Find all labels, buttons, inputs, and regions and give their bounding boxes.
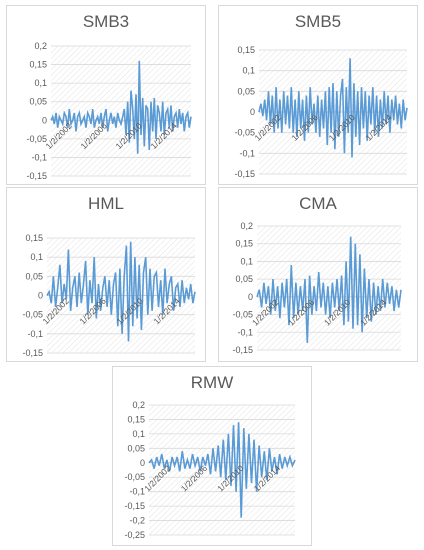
y-tick-label: -0,05	[22, 310, 43, 320]
y-tick-label: -0,05	[234, 128, 255, 138]
series-line	[46, 241, 196, 342]
y-tick-label: -0,1	[27, 329, 43, 339]
series-line	[50, 60, 192, 154]
y-tick-label: 0,05	[235, 274, 253, 284]
chart-title: SMB3	[82, 12, 130, 31]
y-tick-label: -0,15	[232, 345, 253, 355]
y-tick-label: 0,15	[29, 60, 47, 70]
y-tick-label: -0,05	[124, 472, 145, 482]
y-tick-label: 0	[38, 291, 43, 301]
y-tick-label: -0,1	[239, 148, 255, 158]
y-tick-label: 0,05	[25, 271, 43, 281]
chart-plot: 0,20,150,10,050-0,05-0,1-0,151/2/2002 1/2…	[26, 41, 192, 181]
chart-panel-smb5: SMB5 0,15 0,1 0,05 0 -0,05 -0,1 -0,15 1/2/2002 1…	[218, 5, 418, 185]
y-tick-label: 0	[250, 107, 255, 117]
y-tick-label: 0,1	[132, 429, 145, 439]
y-tick-label: -0,05	[26, 134, 47, 144]
y-tick-label: -0,05	[232, 310, 253, 320]
chart-title: HML	[88, 194, 124, 213]
y-tick-label: -0,1	[129, 487, 145, 497]
y-tick-label: 0,2	[132, 400, 145, 410]
y-tick-label: 0,1	[30, 252, 43, 262]
y-tick-label: -0,15	[26, 171, 47, 181]
y-tick-label: 0,2	[240, 221, 253, 231]
y-tick-label: 0,1	[240, 256, 253, 266]
y-tick-label: 0,2	[34, 41, 47, 51]
y-tick-label: 0,15	[127, 414, 145, 424]
chart-panel-cma: CMA 0,2 0,15 0,1 0,05 0 -0,05 -0,1 -0,15 1/2/200…	[218, 187, 418, 362]
y-tick-label: 0	[42, 115, 47, 125]
y-tick-label: -0,1	[31, 152, 47, 162]
y-tick-label: 0,1	[242, 66, 255, 76]
chart-panel-rmw: RMW 0,2 0,15 0,1 0,05 0 -0,05 -0,1 -0,15 -0,2 -0,…	[112, 366, 312, 546]
y-tick-label: 0,15	[235, 239, 253, 249]
plot-area	[257, 226, 401, 350]
y-tick-label: 0,15	[237, 45, 255, 55]
y-tick-label: 0	[140, 458, 145, 468]
chart-panel-smb3: SMB3 0,2 0,15 0,1 0,05 0 -0,05 -0,1 -0,15 1/2/20…	[6, 5, 206, 185]
chart-title: SMB5	[294, 12, 342, 31]
y-tick-label: -0,15	[234, 169, 255, 179]
y-tick-label: -0,25	[124, 530, 145, 540]
y-tick-label: -0,1	[237, 327, 253, 337]
chart-panel-hml: HML 0,15 0,1 0,05 0 -0,05 -0,1 -0,15 1/2/2002 1/…	[6, 187, 206, 362]
y-tick-label: 0,05	[29, 97, 47, 107]
y-tick-label: -0,15	[124, 501, 145, 511]
chart-plot: 0,150,10,050-0,05-0,1-0,151/2/2002 1/2/20…	[22, 233, 196, 358]
y-tick-label: 0,1	[34, 78, 47, 88]
chart-plot: 0,150,10,050-0,05-0,1-0,151/2/2002 1/2/20…	[234, 45, 408, 179]
y-tick-label: 0,05	[237, 86, 255, 96]
series-line	[258, 58, 408, 158]
y-tick-label: 0	[248, 292, 253, 302]
chart-plot: 0,20,150,10,050-0,05-0,1-0,151/2/2002 1/2…	[232, 221, 402, 355]
series-line	[256, 236, 402, 343]
y-tick-label: -0,15	[22, 348, 43, 358]
chart-title: CMA	[299, 194, 337, 213]
y-tick-label: 0,05	[127, 443, 145, 453]
series-line	[148, 422, 296, 518]
chart-title: RMW	[190, 373, 234, 392]
chart-plot: 0,20,150,10,050-0,05-0,1-0,15-0,2-0,251/…	[124, 400, 296, 540]
y-tick-label: -0,2	[129, 516, 145, 526]
y-tick-label: 0,15	[25, 233, 43, 243]
